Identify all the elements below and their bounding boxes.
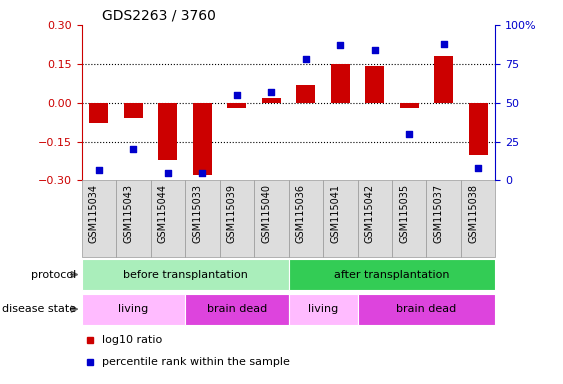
Point [95, 167, 104, 173]
FancyBboxPatch shape [358, 180, 392, 257]
Text: GSM115042: GSM115042 [365, 184, 375, 243]
Bar [90, 103, 108, 123]
Bar [296, 84, 315, 103]
Bar [469, 103, 488, 154]
Text: protocol: protocol [31, 270, 76, 280]
Text: GSM115043: GSM115043 [123, 184, 133, 243]
Text: brain dead: brain dead [396, 304, 457, 314]
Text: GSM115041: GSM115041 [330, 184, 340, 243]
Point [370, 47, 379, 53]
Text: brain dead: brain dead [207, 304, 267, 314]
Text: before transplantation: before transplantation [123, 270, 248, 280]
Point [473, 165, 482, 171]
Point [405, 131, 414, 137]
Bar [400, 103, 419, 108]
Text: living: living [308, 304, 338, 314]
Text: GSM115040: GSM115040 [261, 184, 271, 243]
Bar [331, 64, 350, 103]
FancyBboxPatch shape [185, 293, 289, 325]
FancyBboxPatch shape [82, 293, 185, 325]
Text: GSM115034: GSM115034 [89, 184, 99, 243]
FancyBboxPatch shape [392, 180, 427, 257]
Text: GSM115036: GSM115036 [296, 184, 306, 243]
Point [301, 56, 310, 62]
Bar [124, 103, 143, 118]
Point [163, 170, 172, 176]
Bar [227, 103, 246, 108]
Point [336, 42, 345, 48]
FancyBboxPatch shape [289, 259, 495, 290]
FancyBboxPatch shape [323, 180, 358, 257]
Point [129, 146, 138, 152]
FancyBboxPatch shape [461, 180, 495, 257]
Bar [365, 66, 384, 103]
FancyBboxPatch shape [82, 259, 289, 290]
Text: GSM115038: GSM115038 [468, 184, 478, 243]
Point [439, 41, 448, 47]
Bar [158, 103, 177, 160]
Text: percentile rank within the sample: percentile rank within the sample [102, 358, 290, 367]
Point [198, 170, 207, 176]
Text: GSM115037: GSM115037 [434, 184, 444, 243]
FancyBboxPatch shape [220, 180, 254, 257]
Text: GDS2263 / 3760: GDS2263 / 3760 [102, 8, 216, 22]
FancyBboxPatch shape [289, 293, 358, 325]
Bar [193, 103, 212, 175]
FancyBboxPatch shape [82, 180, 116, 257]
Text: GSM115039: GSM115039 [227, 184, 237, 243]
Text: log10 ratio: log10 ratio [102, 335, 163, 345]
Text: GSM115033: GSM115033 [193, 184, 202, 243]
FancyBboxPatch shape [116, 180, 151, 257]
Bar [434, 56, 453, 103]
Text: after transplantation: after transplantation [334, 270, 450, 280]
Text: living: living [118, 304, 149, 314]
Text: GSM115035: GSM115035 [399, 184, 409, 243]
Text: disease state: disease state [2, 304, 76, 314]
Point [233, 92, 242, 98]
Bar [262, 98, 281, 103]
FancyBboxPatch shape [185, 180, 220, 257]
Point [267, 89, 276, 95]
FancyBboxPatch shape [151, 180, 185, 257]
FancyBboxPatch shape [427, 180, 461, 257]
FancyBboxPatch shape [289, 180, 323, 257]
Text: GSM115044: GSM115044 [158, 184, 168, 243]
FancyBboxPatch shape [254, 180, 289, 257]
FancyBboxPatch shape [358, 293, 495, 325]
